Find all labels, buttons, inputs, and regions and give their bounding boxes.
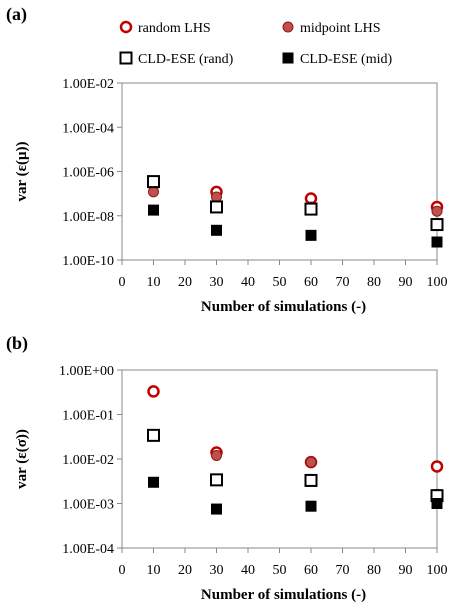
legend-label-0: random LHS	[138, 21, 211, 36]
y-tick-label: 1.00E-01	[62, 409, 114, 424]
y-tick-label: 1.00E-02	[62, 453, 114, 468]
chart-panel-0: (a) 1.00E-10 1.00E-08 1.00E-06 1.00E-04 1.00E…	[6, 4, 448, 315]
y-tick-label: 1.00E-10	[62, 254, 114, 269]
x-tick-label: 10	[147, 563, 161, 578]
x-tick-label: 30	[210, 563, 224, 578]
x-tick-label: 30	[210, 275, 224, 290]
data-point	[211, 449, 222, 461]
x-tick-label: 60	[304, 275, 318, 290]
x-tick-label: 80	[367, 275, 381, 290]
x-axis-title: Number of simulations (-)	[201, 587, 366, 603]
x-tick-label: 80	[367, 563, 381, 578]
y-tick-label: 1.00E-06	[62, 166, 114, 181]
series-0	[147, 385, 444, 473]
y-tick-label: 1.00E-04	[62, 121, 114, 136]
x-tick-label: 90	[399, 563, 413, 578]
data-point	[148, 204, 159, 216]
y-tick-label: 1.00E+00	[59, 364, 114, 379]
data-point	[305, 500, 317, 512]
plot-frame	[121, 369, 438, 549]
legend-label-2: CLD-ESE (rand)	[138, 52, 234, 67]
data-point	[430, 218, 444, 232]
data-point	[147, 175, 160, 189]
x-tick-label: 60	[304, 563, 318, 578]
data-point	[147, 428, 160, 442]
legend-label-1: midpoint LHS	[300, 21, 381, 36]
data-point	[211, 224, 222, 236]
data-point	[147, 385, 160, 398]
legend-marker-1	[282, 21, 294, 33]
legend-marker-2	[119, 51, 133, 65]
panel-label: (b)	[6, 333, 28, 354]
y-tick-label: 1.00E-03	[62, 498, 114, 513]
data-point	[304, 202, 318, 216]
series-3	[148, 204, 443, 248]
series-2	[147, 428, 444, 503]
data-point	[430, 460, 444, 473]
y-tick-label: 1.00E-02	[62, 77, 114, 92]
legend-marker-0	[119, 20, 133, 34]
x-tick-label: 70	[336, 275, 350, 290]
data-point	[431, 205, 443, 217]
series-3	[148, 476, 443, 515]
data-point	[211, 503, 222, 515]
data-point	[148, 476, 159, 488]
y-tick-label: 1.00E-08	[62, 210, 114, 225]
data-point	[305, 456, 317, 468]
x-tick-label: 40	[241, 275, 255, 290]
x-tick-label: 10	[147, 275, 161, 290]
x-tick-label: 40	[241, 563, 255, 578]
series-1	[148, 429, 443, 500]
y-axis-title: var (ε(σ))	[14, 429, 30, 489]
panel-label: (a)	[6, 4, 27, 25]
data-point	[431, 498, 443, 509]
series-2	[147, 175, 444, 232]
x-tick-label: 0	[119, 563, 126, 578]
series-1	[148, 186, 443, 217]
chart-panel-1: (b) 1.00E-04 1.00E-03 1.00E-02 1.00E-01 1.00E…	[6, 333, 448, 603]
x-tick-label: 70	[336, 563, 350, 578]
data-point	[431, 236, 443, 248]
legend: random LHS midpoint LHS CLD-ESE (rand) CLD-…	[119, 20, 392, 67]
x-tick-label: 100	[427, 563, 448, 578]
series-0	[147, 178, 444, 214]
x-tick-label: 50	[273, 563, 287, 578]
x-tick-label: 0	[119, 275, 126, 290]
plot-frame	[121, 82, 438, 261]
data-point	[304, 473, 318, 487]
legend-label-3: CLD-ESE (mid)	[300, 52, 392, 67]
legend-marker-3	[282, 52, 294, 64]
x-tick-label: 90	[399, 275, 413, 290]
data-point	[210, 473, 223, 487]
x-tick-label: 100	[427, 275, 448, 290]
x-axis-title: Number of simulations (-)	[201, 299, 366, 315]
data-point	[305, 229, 317, 241]
data-point	[148, 186, 159, 198]
y-axis-title: var (ε(μ))	[14, 141, 30, 201]
x-tick-label: 20	[178, 563, 192, 578]
y-tick-label: 1.00E-04	[62, 542, 114, 557]
data-point	[210, 200, 223, 214]
x-tick-label: 50	[273, 275, 287, 290]
x-tick-label: 20	[178, 275, 192, 290]
